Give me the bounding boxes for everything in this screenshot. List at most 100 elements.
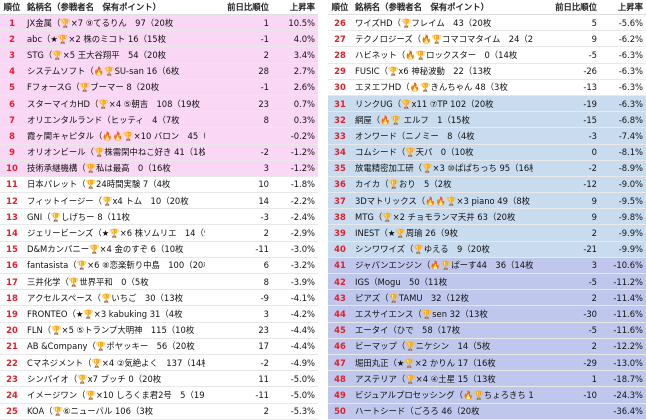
- name-cell: ビーマップ（🏆ニケシン 14（5枚: [355, 341, 491, 352]
- rank-cell: 45: [334, 325, 346, 336]
- name-cell: INEST（★🏆周瑜 26（9枚: [355, 228, 458, 239]
- rate-cell: -1.2%: [290, 147, 315, 158]
- rank-cell: 40: [334, 244, 346, 255]
- prev-rank-cell: -29: [583, 357, 597, 368]
- rate-cell: -2.4%: [290, 211, 315, 222]
- rate-cell: -9.5%: [618, 195, 643, 206]
- rank-cell: 1: [9, 17, 15, 28]
- rank-cell: 37: [334, 195, 346, 206]
- prev-rank-cell: 5: [591, 17, 597, 28]
- prev-rank-cell: 2: [263, 49, 269, 60]
- rank-cell: 35: [334, 163, 346, 174]
- rank-cell: 38: [334, 211, 346, 222]
- rate-cell: -4.4%: [290, 341, 315, 352]
- rank-cell: 31: [334, 98, 346, 109]
- rate-cell: -4.4%: [290, 325, 315, 336]
- header-prev-rank: 前日比順位: [555, 2, 597, 12]
- name-cell: ジェリービーンズ（★🏆×6 株ソムリエ 14（9枚: [27, 228, 205, 239]
- table-row: 4 システムソフト（🔥🏆SU-san 16（6枚 28 2.7%: [0, 63, 318, 80]
- name-cell: リンクUG（🏆x11 ⑦TP 102（20枚: [355, 98, 494, 109]
- table-row: 35 放電精密加工研（🏆×3 ⑩ぱぱちっち 95（16枚 -2 -8.9%: [328, 160, 646, 177]
- name-cell: 三井化学（🏆世界平和 0（5枚: [27, 276, 149, 287]
- table-row: 44 エスサイエンス（🏆sen 32（13枚 -30 -11.6%: [328, 306, 646, 323]
- rank-cell: 34: [334, 147, 346, 158]
- name-cell: フィットイージー（🏆x4 トム 10（20枚: [27, 195, 189, 206]
- table-row: 32 網屋（🔥🏆 エルフ 1（15枚 -15 -6.8%: [328, 112, 646, 129]
- prev-rank-cell: -2: [588, 163, 597, 174]
- rank-cell: 47: [334, 357, 346, 368]
- rank-cell: 8: [9, 130, 15, 141]
- table-row: 28 ハビネット（🔥🏆ロックスター 0（14枚 -5 -6.3%: [328, 47, 646, 64]
- table-row: 3 STG（🏆×5 王大谷翔平 54（20枚 2 3.4%: [0, 47, 318, 64]
- rank-cell: 46: [334, 341, 346, 352]
- rank-cell: 5: [9, 82, 15, 93]
- table-row: 25 KOA（🏆⑥ニューバル 106（3枚 2 -5.3%: [0, 403, 318, 420]
- name-cell: システムソフト（🔥🏆SU-san 16（6枚: [27, 66, 180, 77]
- rate-cell: -7.4%: [618, 130, 643, 141]
- table-row: 17 三井化学（🏆世界平和 0（5枚 8 -3.9%: [0, 274, 318, 291]
- prev-rank-cell: -2: [260, 357, 269, 368]
- prev-rank-cell: -15: [583, 114, 597, 125]
- header-rank: 順位: [331, 2, 349, 12]
- table-row: 47 堀田丸正（★🏆×2 かりん 17（16枚 -29 -13.0%: [328, 354, 646, 372]
- ranking-table-left: 順位 銘柄名（参戦者名 保有ポイント） 前日比順位 上昇率 1 JX金属（🏆×7 …: [0, 0, 318, 420]
- name-cell: コムシード（🏆天パ 0（10枚: [355, 147, 474, 158]
- name-cell: AB &Company（🏆ポヤッキー 56（20枚: [27, 341, 195, 352]
- rank-cell: 28: [334, 49, 346, 60]
- table-row: 10 技術承継機構（🏆私は最高 0（16枚 3 -1.2%: [0, 160, 318, 177]
- rank-cell: 50: [334, 406, 346, 417]
- table-row: 6 スターマイカHD（🏆×4 ⑤朝吉 108（19枚 23 0.7%: [0, 95, 318, 113]
- name-cell: スターマイカHD（🏆×4 ⑤朝吉 108（19枚: [27, 98, 200, 109]
- table-row: 37 3Dマトリックス（🔥🔥🏆×3 piano 49（8枚 9 -9.5%: [328, 193, 646, 210]
- rank-cell: 15: [6, 244, 18, 255]
- prev-rank-cell: -10: [583, 389, 597, 400]
- prev-rank-cell: 3: [591, 260, 597, 271]
- prev-rank-cell: -3: [260, 211, 269, 222]
- rank-cell: 18: [6, 292, 18, 303]
- rate-cell: -8.1%: [618, 147, 643, 158]
- name-cell: Cマネジメント（🏆×4 ②気絶よく 137（14枚: [27, 357, 205, 368]
- rank-cell: 27: [334, 33, 346, 44]
- rate-cell: -24.3%: [613, 389, 643, 400]
- table-row: 12 フィットイージー（🏆x4 トム 10（20枚 14 -2.2%: [0, 193, 318, 210]
- rate-cell: -11.6%: [613, 325, 643, 336]
- rank-cell: 10: [6, 163, 18, 174]
- rate-cell: -6.3%: [618, 82, 643, 93]
- prev-rank-cell: -9: [260, 292, 269, 303]
- prev-rank-cell: 2: [263, 228, 269, 239]
- prev-rank-cell: 2: [591, 341, 597, 352]
- name-cell: 3Dマトリックス（🔥🔥🏆×3 piano 49（8枚: [355, 195, 531, 206]
- table-header: 順位 銘柄名（参戦者名 保有ポイント） 前日比順位 上昇率: [328, 0, 646, 15]
- rate-cell: -9.0%: [618, 179, 643, 190]
- rank-cell: 44: [334, 308, 346, 319]
- table-row: 13 GNI（🏆しげちー 8（11枚 -3 -2.4%: [0, 209, 318, 226]
- rank-cell: 4: [9, 66, 15, 77]
- rate-cell: 2.7%: [293, 66, 315, 77]
- prev-rank-cell: 28: [258, 66, 269, 77]
- rate-cell: -10.6%: [613, 260, 643, 271]
- table-row: 18 アクセルスペース（🏆いちご 30（13枚 -9 -4.1%: [0, 290, 318, 307]
- name-cell: 日本パレット（🏆24時間実験 7（4枚: [27, 179, 171, 190]
- table-row: 41 ジャパンエンジン（🔥🏆ぱーす44 36（14枚 3 -10.6%: [328, 257, 646, 274]
- rate-cell: -0.2%: [290, 130, 315, 141]
- rank-cell: 43: [334, 292, 346, 303]
- table-row: 9 オリオンビール（🏆株需閑中ねこ好き 41（1枚 -2 -1.2%: [0, 144, 318, 161]
- table-row: 23 シンパイオ（🏆x7 ブッチ 0（20枚 11 -5.0%: [0, 371, 318, 388]
- rate-cell: 4.0%: [293, 33, 315, 44]
- table-row: 15 D&Mカンパニー🏆×4 金のすぞ 6（10枚 -11 -3.0%: [0, 241, 318, 258]
- rate-cell: -18.7%: [613, 373, 643, 384]
- rate-cell: 0.3%: [293, 114, 315, 125]
- table-row: 31 リンクUG（🏆x11 ⑦TP 102（20枚 -19 -6.3%: [328, 95, 646, 113]
- rate-cell: -8.9%: [618, 163, 643, 174]
- table-row: 1 JX金属（🏆×7 ⑨てるりん 97（20枚 1 10.5%: [0, 15, 318, 32]
- name-cell: アステリア（🏆×4 ④土星 15（13枚: [355, 373, 496, 384]
- name-cell: シンパイオ（🏆x7 ブッチ 0（20枚: [27, 373, 162, 384]
- rate-cell: -4.2%: [290, 308, 315, 319]
- prev-rank-cell: -21: [583, 244, 597, 255]
- prev-rank-cell: -3: [588, 130, 597, 141]
- name-cell: JX金属（🏆×7 ⑨てるりん 97（20枚: [27, 17, 174, 28]
- prev-rank-cell: -11: [255, 244, 269, 255]
- table-row: 33 オンワード（ニノミー 8（4枚 -3 -7.4%: [328, 128, 646, 145]
- prev-rank-cell: -11: [255, 389, 269, 400]
- table-row: 22 Cマネジメント（🏆×4 ②気絶よく 137（14枚 -2 -4.9%: [0, 354, 318, 372]
